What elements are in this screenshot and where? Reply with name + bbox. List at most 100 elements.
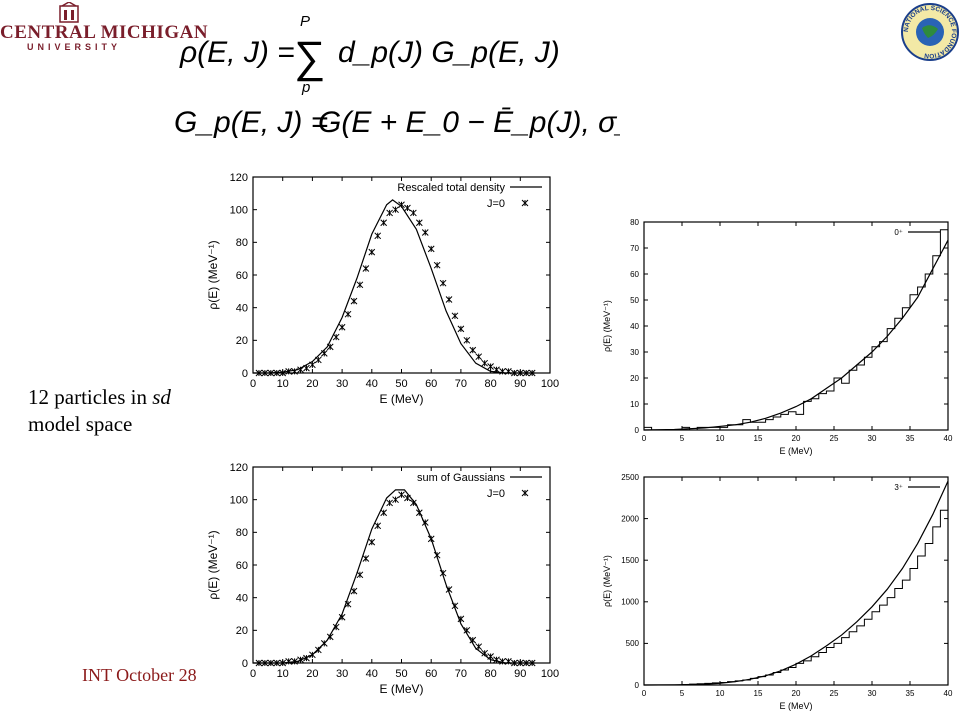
- chart1-ytick-label: 80: [236, 527, 248, 539]
- caption-line1-prefix: 12 particles in: [28, 385, 153, 409]
- chart0-data-point: [415, 219, 423, 227]
- chart1-data-point: [421, 519, 429, 526]
- chart0-data-point: [445, 296, 453, 303]
- chart1-data-point: [285, 658, 292, 665]
- chart1-data-point: [326, 633, 334, 641]
- chart1-ytick-label: 40: [236, 593, 248, 605]
- chart0-xtick-label: 40: [366, 378, 378, 390]
- chart0-data-point: [338, 323, 346, 331]
- chart0-data-point: [528, 369, 536, 377]
- chart0-data-point: [320, 350, 328, 357]
- chart1-xtick-label: 60: [425, 668, 437, 680]
- chart1-data-point: [516, 659, 524, 667]
- chart1-xtick-label: 90: [514, 668, 526, 680]
- chart1-ytick-label: 60: [236, 560, 248, 572]
- chart1-data-point: [522, 659, 530, 667]
- chart0-data-point: [273, 369, 281, 377]
- formula-block: ρ(E, J) = P ∑ p d_p(J) G_p(E, J) G_p(E, …: [174, 13, 620, 139]
- chart0-ylabel: ρ(E) (MeV⁻¹): [206, 240, 220, 309]
- chart3-ylabel: ρ(E) (MeV⁻¹): [602, 555, 612, 607]
- chart2-ytick-label: 30: [630, 348, 639, 357]
- chart0-data-point: [291, 368, 298, 375]
- chart1-xlabel: E (MeV): [379, 682, 423, 696]
- chart0-data-point: [303, 364, 310, 372]
- chart1-data-point: [499, 658, 506, 665]
- chart1-data-point: [279, 659, 287, 667]
- chart3-xtick-label: 30: [868, 689, 877, 698]
- chart0-xtick-label: 0: [250, 378, 256, 390]
- chart3-ytick-label: 1500: [621, 556, 639, 565]
- chart1-xtick-label: 100: [541, 668, 559, 680]
- chart2-frame: [643, 221, 949, 431]
- chart2-ylabel: ρ(E) (MeV⁻¹): [602, 300, 612, 352]
- chart0-data-point: [356, 281, 364, 289]
- chart1-data-point: [368, 538, 376, 546]
- chart1-series-line: [253, 489, 536, 664]
- chart1-data-point: [528, 659, 536, 667]
- plot-bottom-right: 0 5 10 15 20 25 30 35 40 0 500 1000 1500 2000 2500 E (M…: [600, 465, 960, 720]
- chart1-data-point: [309, 651, 316, 659]
- cmu-logo: CENTRAL MICHIGAN UNIVERSITY: [0, 0, 208, 60]
- chart1-data-point: [314, 646, 322, 654]
- chart0-legend-label: Rescaled total density: [397, 182, 505, 194]
- chart0-ytick-label: 60: [236, 270, 248, 282]
- chart2-xtick-label: 25: [830, 434, 839, 443]
- chart1-xtick-label: 70: [455, 668, 467, 680]
- chart0-data-point: [516, 369, 524, 377]
- chart1-data-point: [273, 659, 281, 667]
- chart1-data-point: [427, 535, 435, 543]
- chart0-xtick-label: 100: [541, 378, 559, 390]
- chart0-data-point: [368, 248, 376, 256]
- chart0-xtick-label: 50: [395, 378, 407, 390]
- chart1-ytick-label: 100: [230, 495, 248, 507]
- chart3-series-histogram: [644, 509, 948, 686]
- eq1-sum-upper: P: [300, 13, 310, 30]
- chart3-xtick-label: 10: [716, 689, 725, 698]
- chart2-xtick-label: 20: [792, 434, 801, 443]
- chart3-xtick-label: 0: [642, 689, 647, 698]
- eq2-rhs: G(E + E_0 − Ē_p(J), σ_p(J)): [318, 106, 620, 139]
- chart2-xtick-label: 40: [944, 434, 953, 443]
- chart2-xtick-label: 10: [716, 434, 725, 443]
- chart0-ytick-label: 40: [236, 303, 248, 315]
- chart1-data-point: [350, 587, 358, 595]
- chart0-data-point: [285, 368, 292, 375]
- chart1-xtick-label: 20: [306, 668, 318, 680]
- chart0-ytick-label: 100: [230, 205, 248, 217]
- caption: 12 particles in sd model space: [28, 384, 171, 438]
- chart0-data-point: [386, 209, 393, 217]
- chart1-data-point: [356, 571, 364, 579]
- eq1-rhs: d_p(J) G_p(E, J): [338, 36, 560, 69]
- chart1-data-point: [469, 636, 477, 644]
- plot-top-left: 0 10 20 30 40 50 60 70 80 90 100 0 20 40 60 80 100 120 E (…: [205, 165, 560, 420]
- chart1-data-point: [398, 491, 405, 499]
- chart0-data-point: [404, 204, 411, 212]
- chart0-data-point: [511, 369, 518, 377]
- chart1-data-point: [338, 613, 346, 621]
- chart2-ytick-label: 50: [630, 296, 639, 305]
- chart1-data-point: [291, 658, 298, 665]
- chart1-legend-label: sum of Gaussians: [417, 472, 506, 484]
- chart2-ytick-label: 40: [630, 322, 639, 331]
- chart0-data-point: [481, 359, 489, 367]
- chart1-data-point: [445, 586, 453, 593]
- chart0-data-point: [522, 369, 530, 377]
- chart0-data-point: [362, 265, 370, 272]
- chart0-ytick-label: 120: [230, 172, 248, 184]
- chart1-data-point: [415, 509, 423, 517]
- plot-bottom-left: 0 10 20 30 40 50 60 70 80 90 100 0 20 40 60 80 100 120 E (…: [205, 455, 560, 710]
- chart0-xtick-label: 70: [455, 378, 467, 390]
- sum-symbol-icon: ∑: [294, 33, 325, 82]
- chart3-ytick-label: 2000: [621, 514, 639, 523]
- chart1-ylabel: ρ(E) (MeV⁻¹): [206, 530, 220, 599]
- chart2-ytick-label: 70: [630, 244, 639, 253]
- chart1-data-point: [320, 640, 328, 647]
- chart0-xtick-label: 60: [425, 378, 437, 390]
- chart2-ytick-label: 80: [630, 218, 639, 227]
- chart0-xtick-label: 10: [277, 378, 289, 390]
- eq1-lhs: ρ(E, J) =: [179, 36, 295, 69]
- chart1-data-point: [433, 551, 441, 559]
- chart1-data-point: [344, 600, 352, 608]
- chart1-ytick-label: 20: [236, 625, 248, 637]
- chart1-data-point: [463, 626, 471, 634]
